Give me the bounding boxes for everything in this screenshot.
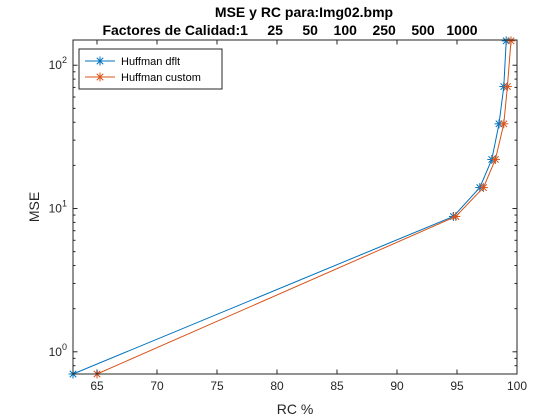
marker-stroke	[452, 212, 460, 221]
data-point	[490, 154, 500, 164]
chart-subtitle: Factores de Calidad:1 25 50 100 250 500 …	[102, 22, 477, 38]
series-layer	[68, 36, 516, 379]
marker-stroke	[96, 73, 104, 81]
legend-label: Huffman dflt	[121, 56, 180, 68]
plot-area: 65 70 75 80 85 90 95 100 100 101 102	[49, 36, 527, 393]
y-tick-label: 101	[49, 199, 67, 216]
marker-stroke	[491, 155, 499, 164]
legend-entry-1: Huffman dflt	[85, 56, 180, 68]
x-tick-label: 95	[450, 379, 464, 393]
y-tick-label: 102	[49, 55, 67, 72]
series-2	[92, 36, 516, 379]
x-tick-label: 70	[150, 379, 164, 393]
legend-entry-2: Huffman custom	[85, 72, 201, 84]
marker-stroke	[503, 82, 511, 91]
x-tick-label: 100	[507, 379, 527, 393]
x-axis-label: RC %	[277, 401, 314, 417]
data-point	[478, 183, 488, 193]
data-point	[506, 36, 516, 46]
chart-title: MSE y RC para:Img02.bmp	[215, 4, 393, 20]
legend: Huffman dflt Huffman custom	[78, 48, 223, 90]
data-point	[451, 211, 461, 221]
marker-stroke	[507, 37, 515, 45]
x-tick-label: 75	[210, 379, 224, 393]
plot-background	[73, 40, 517, 374]
marker-stroke	[96, 57, 104, 65]
axes-box	[72, 39, 518, 375]
x-tick-label: 65	[90, 379, 104, 393]
marker-stroke	[500, 120, 508, 128]
legend-box	[78, 48, 223, 90]
legend-marker	[95, 56, 105, 66]
x-tick-label: 90	[390, 379, 404, 393]
ticks-layer: 65 70 75 80 85 90 95 100 100 101 102	[49, 40, 527, 393]
legend-marker	[95, 72, 105, 82]
y-axis-label: MSE	[26, 192, 42, 222]
data-point	[499, 119, 509, 129]
y-tick-label: 100	[49, 342, 67, 359]
data-point	[502, 82, 512, 92]
legend-label: Huffman custom	[121, 72, 201, 84]
marker-stroke	[479, 183, 487, 192]
x-tick-label: 80	[270, 379, 284, 393]
x-tick-label: 85	[330, 379, 344, 393]
